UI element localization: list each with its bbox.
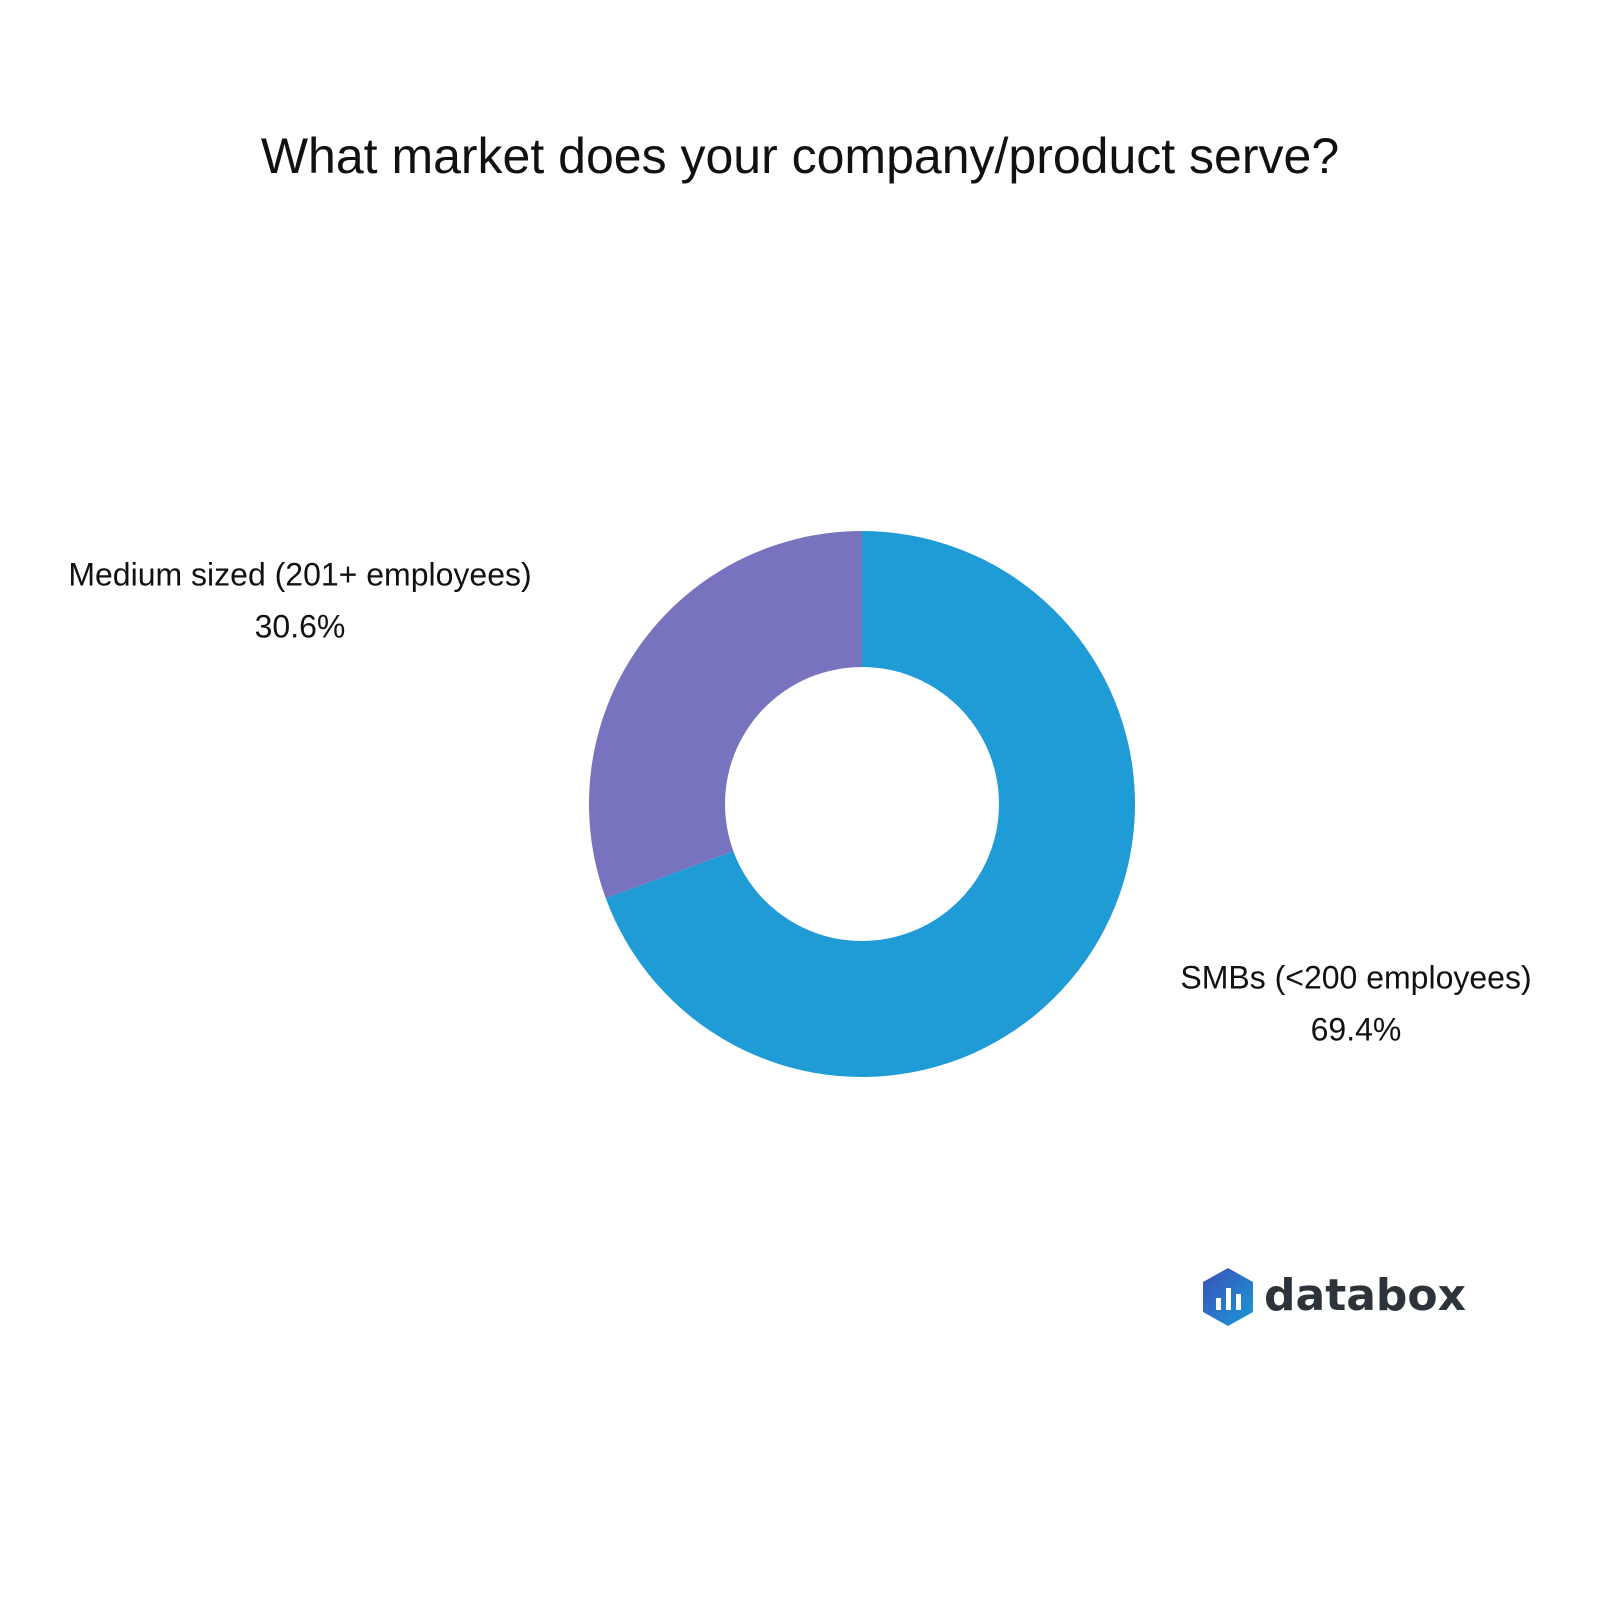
logo-bar [1216, 1298, 1221, 1310]
brand-name: databox [1264, 1270, 1466, 1321]
value-label: 30.6% [255, 608, 346, 644]
donut-segment [588, 530, 862, 899]
value-label: 69.4% [1311, 1011, 1402, 1047]
logo-bar [1236, 1294, 1241, 1310]
segment-label: Medium sized (201+ employees) [68, 556, 531, 592]
logo-bar [1226, 1288, 1231, 1310]
donut-segment [605, 531, 1135, 1077]
segment-label: SMBs (<200 employees) [1180, 959, 1531, 995]
brand-logo: databox [1203, 1268, 1466, 1326]
chart-title: What market does your company/product se… [261, 128, 1339, 184]
